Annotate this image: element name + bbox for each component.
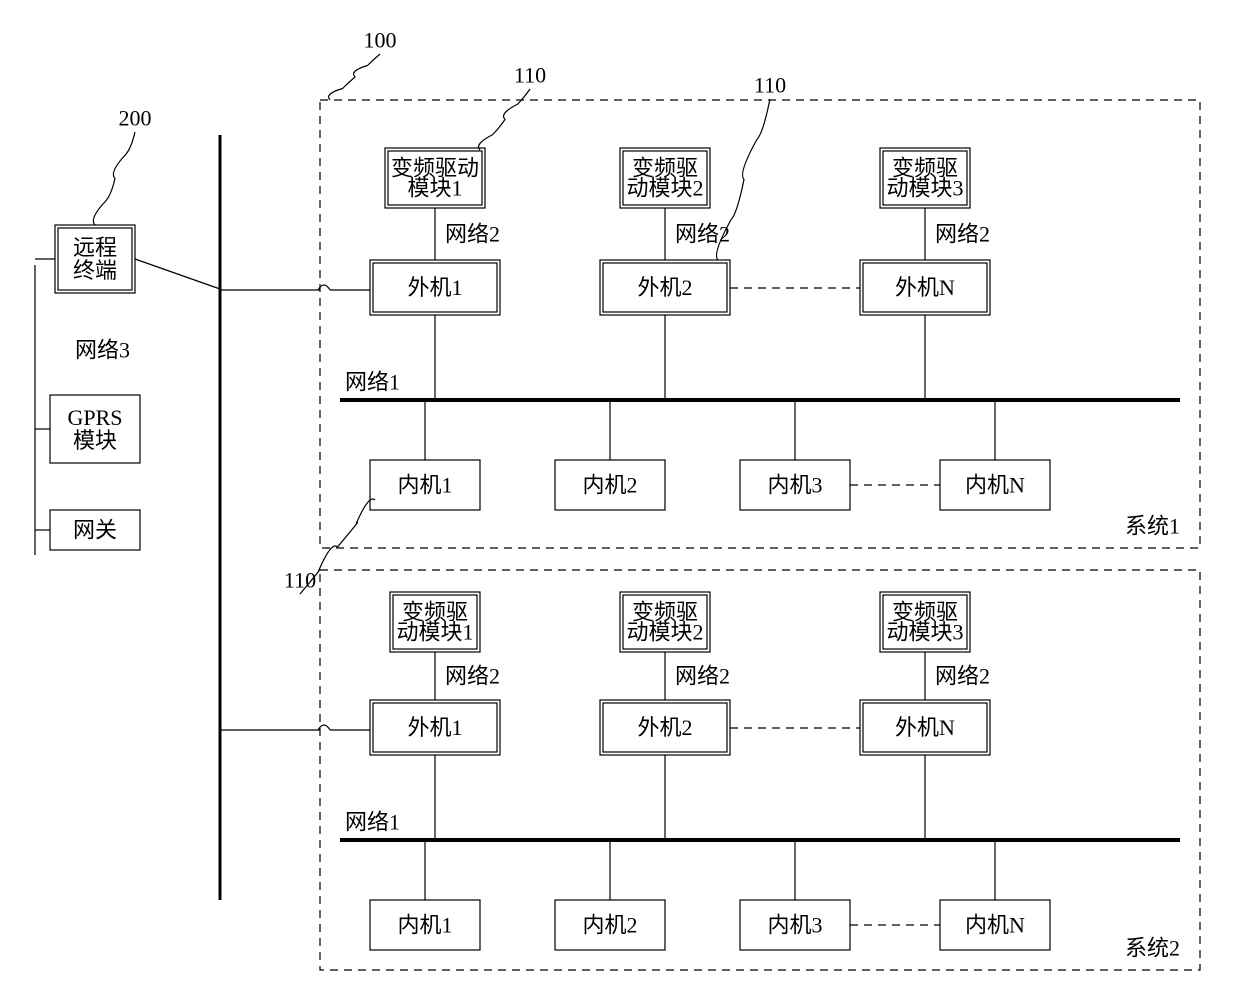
svg-text:网络2: 网络2 [445,222,500,247]
svg-text:模块: 模块 [73,428,117,453]
svg-text:内机N: 内机N [965,913,1025,938]
svg-text:终端: 终端 [73,258,117,283]
svg-text:网络1: 网络1 [345,370,400,395]
svg-text:网络3: 网络3 [75,338,130,363]
svg-text:内机1: 内机1 [397,913,452,938]
svg-text:动模块3: 动模块3 [886,620,963,645]
svg-text:内机1: 内机1 [397,473,452,498]
svg-text:远程: 远程 [73,235,117,260]
svg-text:100: 100 [364,28,397,53]
svg-text:网络2: 网络2 [675,664,730,689]
svg-text:系统1: 系统1 [1125,514,1180,539]
svg-text:内机3: 内机3 [767,913,822,938]
svg-text:外机2: 外机2 [637,275,692,300]
svg-text:GPRS: GPRS [67,405,122,430]
svg-text:外机2: 外机2 [637,715,692,740]
svg-text:网络2: 网络2 [675,222,730,247]
svg-text:网络1: 网络1 [345,810,400,835]
svg-text:外机1: 外机1 [407,275,462,300]
svg-text:内机3: 内机3 [767,473,822,498]
svg-text:内机2: 内机2 [582,913,637,938]
svg-text:200: 200 [119,106,152,131]
svg-text:外机1: 外机1 [407,715,462,740]
svg-text:网关: 网关 [73,518,117,543]
svg-text:动模块3: 动模块3 [886,176,963,201]
svg-text:动模块2: 动模块2 [626,620,703,645]
svg-text:110: 110 [514,63,546,88]
svg-text:内机N: 内机N [965,473,1025,498]
svg-text:动模块2: 动模块2 [626,176,703,201]
svg-text:网络2: 网络2 [445,664,500,689]
svg-text:网络2: 网络2 [935,222,990,247]
svg-text:动模块1: 动模块1 [396,620,473,645]
svg-text:外机N: 外机N [895,275,955,300]
svg-text:外机N: 外机N [895,715,955,740]
svg-text:内机2: 内机2 [582,473,637,498]
svg-text:网络2: 网络2 [935,664,990,689]
svg-text:模块1: 模块1 [407,176,462,201]
svg-text:110: 110 [754,73,786,98]
svg-text:系统2: 系统2 [1125,936,1180,961]
